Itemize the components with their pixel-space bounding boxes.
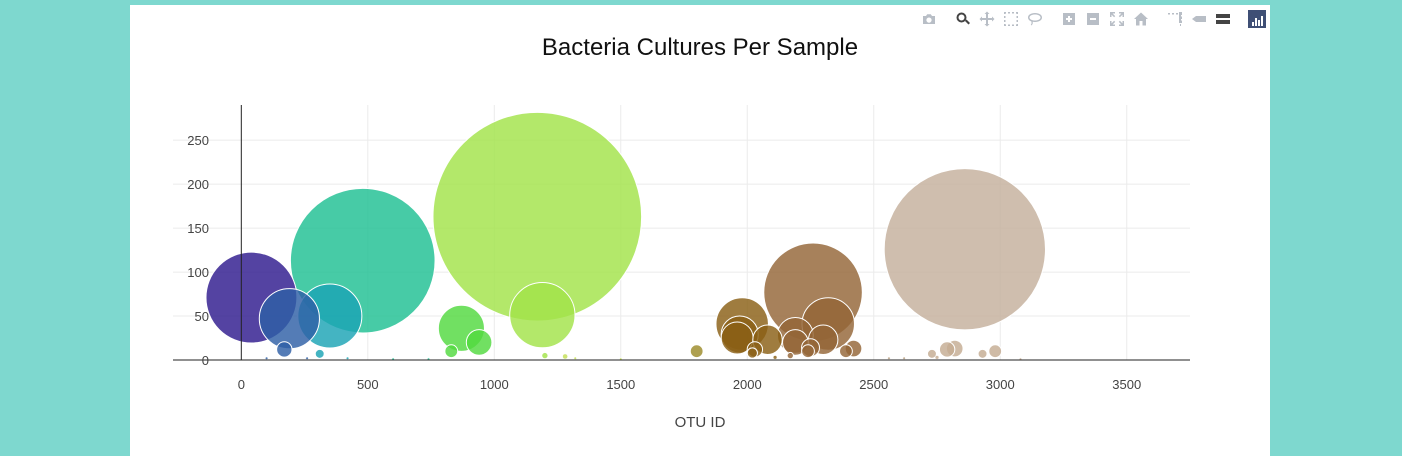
camera-icon[interactable]	[918, 8, 940, 30]
bubble-point[interactable]	[934, 355, 940, 360]
y-tick-label: 0	[202, 353, 209, 368]
bubble-point[interactable]	[276, 341, 293, 358]
x-axis-title: OTU ID	[675, 414, 726, 431]
y-tick-label: 200	[187, 177, 209, 192]
bubble-point[interactable]	[887, 356, 891, 360]
bubble-point[interactable]	[465, 329, 493, 356]
hover-closest-icon[interactable]	[1188, 8, 1210, 30]
bubble-point[interactable]	[444, 344, 459, 359]
autoscale-icon[interactable]	[1106, 8, 1128, 30]
tick-labels: 0 500 1000 1500 2000 2500 3000 3500 0 50 100 150 200…	[187, 133, 1141, 392]
bubble-point[interactable]	[926, 348, 937, 359]
x-tick-label: 500	[357, 377, 379, 392]
x-tick-label: 2000	[733, 377, 762, 392]
bubble-point[interactable]	[977, 348, 988, 359]
modebar	[910, 8, 1266, 30]
hover-compare-icon[interactable]	[1212, 8, 1234, 30]
y-tick-label: 50	[195, 309, 209, 324]
bubble-point[interactable]	[541, 351, 549, 360]
bubble-point[interactable]	[772, 355, 778, 360]
plotly-logo-icon[interactable]	[1248, 10, 1266, 28]
bubbles-layer[interactable]	[205, 111, 1046, 361]
axes	[173, 105, 1190, 361]
box-select-icon[interactable]	[1000, 8, 1022, 30]
chart-card: 0 500 1000 1500 2000 2500 3000 3500 0 50 100 150 200…	[130, 5, 1270, 456]
bubble-point[interactable]	[314, 348, 325, 359]
chart-title: Bacteria Cultures Per Sample	[542, 34, 858, 61]
zoom-in-icon[interactable]	[1058, 8, 1080, 30]
bubble-point[interactable]	[883, 168, 1046, 331]
x-tick-label: 2500	[859, 377, 888, 392]
bubble-point[interactable]	[346, 356, 350, 360]
x-tick-label: 1500	[606, 377, 635, 392]
bubble-point[interactable]	[305, 356, 309, 360]
bubble-point[interactable]	[562, 353, 568, 360]
zoom-out-icon[interactable]	[1082, 8, 1104, 30]
x-tick-label: 3500	[1112, 377, 1141, 392]
pan-icon[interactable]	[976, 8, 998, 30]
bubble-point[interactable]	[938, 341, 956, 358]
bubble-point[interactable]	[801, 344, 815, 359]
bubble-point[interactable]	[902, 356, 906, 360]
x-tick-label: 3000	[986, 377, 1015, 392]
bubble-point[interactable]	[786, 351, 794, 360]
zoom-icon[interactable]	[952, 8, 974, 30]
y-tick-label: 150	[187, 221, 209, 236]
x-tick-label: 0	[238, 377, 245, 392]
bubble-point[interactable]	[573, 356, 577, 360]
bubble-point[interactable]	[746, 347, 758, 359]
bubble-point[interactable]	[839, 344, 853, 359]
bubble-point[interactable]	[509, 282, 576, 349]
spike-lines-icon[interactable]	[1164, 8, 1186, 30]
x-tick-label: 1000	[480, 377, 509, 392]
bubble-point[interactable]	[258, 288, 320, 350]
y-tick-label: 100	[187, 265, 209, 280]
reset-axes-icon[interactable]	[1130, 8, 1152, 30]
bubble-chart: 0 500 1000 1500 2000 2500 3000 3500 0 50 100 150 200…	[173, 34, 1190, 431]
bubble-point[interactable]	[265, 356, 269, 360]
y-tick-label: 250	[187, 133, 209, 148]
bubble-point[interactable]	[988, 344, 1003, 359]
bubble-point[interactable]	[689, 344, 704, 359]
